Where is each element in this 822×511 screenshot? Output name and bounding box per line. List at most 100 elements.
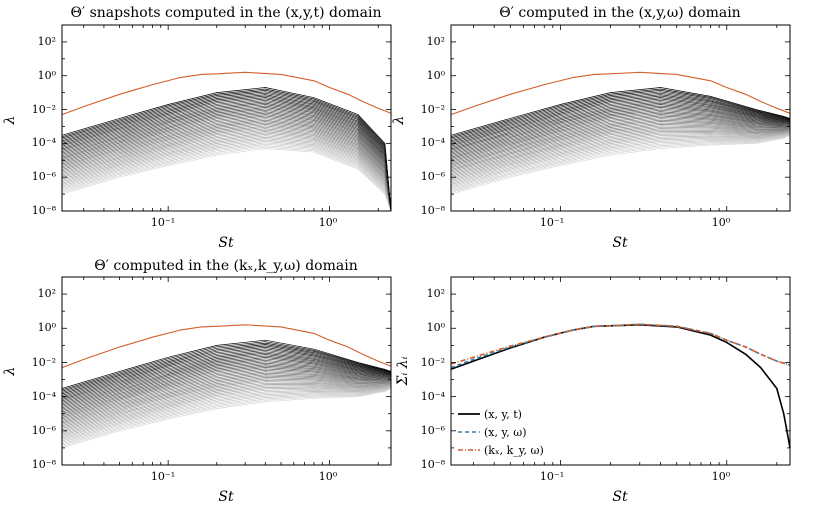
panel-c-mode-line [61, 375, 392, 424]
panel-c-mode-line [61, 383, 392, 432]
panel-a-mode-line [61, 121, 392, 212]
panel-c-xtick-label: 10⁻¹ [151, 470, 175, 483]
panel-b-mode-line [450, 87, 791, 136]
panel-c-mode-line [61, 339, 392, 389]
panel-c-mode-line [61, 344, 392, 393]
panel-c-mode-line [61, 378, 392, 427]
panel-a-ytick-label: 10⁻⁶ [32, 170, 57, 183]
panel-b-leading-mode-line [450, 71, 791, 116]
panel-a-mode-line [61, 143, 392, 212]
panel-a-mode-line [61, 146, 392, 212]
panel-c-mode-line [61, 385, 392, 439]
panel-a-mode-line [61, 125, 392, 212]
panel-a-mode-line [61, 99, 392, 212]
panel-b: Θ′ computed in the (x,y,ω) domain St λ 1… [391, 5, 791, 251]
panel-a-mode-line [61, 112, 392, 212]
panel-a-mode-line [61, 95, 392, 212]
panel-b-mode-line [450, 131, 791, 184]
panel-b-mode-line [450, 115, 791, 163]
panel-c-mode-line [61, 383, 392, 434]
panel-b-mode-line [450, 134, 791, 192]
panel-b-ytick-label: 10⁻⁴ [421, 136, 446, 149]
panel-c-mode-line [61, 377, 392, 425]
panel-c-frame [61, 276, 392, 466]
panel-a-mode-line [61, 131, 392, 212]
panel-b-mode-line [450, 132, 791, 188]
panel-a-mode-line [61, 98, 392, 212]
panel-b-mode-line [450, 116, 791, 165]
panel-c-title: Θ′ computed in the (kₓ,k_y,ω) domain [94, 258, 357, 274]
panel-c-mode-line [61, 371, 392, 420]
panel-c-ylabel: λ [2, 367, 18, 377]
panel-c-mode-line [61, 359, 392, 409]
panel-b-mode-line [450, 125, 791, 173]
panel-a-mode-line [61, 109, 392, 212]
panel-c-mode-line [61, 352, 392, 402]
panel-c-mode-line [61, 351, 392, 400]
panel-a-mode-line [61, 90, 392, 212]
panel-c-mode-line [61, 374, 392, 423]
panel-c-ytick-label: 10⁻² [32, 356, 56, 369]
panel-a-mode-line [61, 97, 392, 212]
panel-b-mode-line [450, 126, 791, 174]
panel-b-mode-line [450, 108, 791, 157]
panel-a-ytick-label: 10⁰ [38, 69, 57, 82]
panel-a-mode-line [61, 132, 392, 212]
panel-b-xtick-label: 10⁻¹ [540, 216, 564, 229]
panel-c-mode-line [61, 349, 392, 399]
legend-label: (kₓ, k_y, ω) [484, 444, 544, 457]
panel-d-ytick-label: 10⁻⁸ [421, 458, 446, 471]
panel-c-mode-line [61, 341, 392, 391]
panel-b-mode-line [450, 104, 791, 153]
panel-a-series [61, 25, 392, 212]
panel-c-mode-line [61, 384, 392, 438]
panel-c-mode-line [61, 386, 392, 442]
panel-b-ytick-label: 10⁰ [427, 69, 446, 82]
panel-c-mode-line [61, 361, 392, 410]
panel-b-mode-line [450, 107, 791, 155]
panel-d-ytick-label: 10⁰ [427, 321, 446, 334]
panel-b-mode-line [450, 98, 791, 147]
panel-a-mode-line [61, 145, 392, 212]
panel-b-mode-line [450, 90, 791, 139]
panel-a-mode-line [61, 91, 392, 212]
panel-a-mode-line [61, 135, 392, 212]
panel-b-mode-line [450, 109, 791, 158]
panel-b-mode-line [450, 102, 791, 151]
panel-b-mode-line [450, 134, 791, 194]
panel-c-ytick-label: 10⁻⁶ [32, 424, 57, 437]
panel-a-mode-line [61, 129, 392, 212]
panel-c-mode-line [61, 368, 392, 417]
panel-a-ytick-label: 10⁻² [32, 103, 56, 116]
panel-d-ytick-label: 10² [427, 287, 445, 300]
panel-c-mode-line [61, 369, 392, 418]
panel-b-mode-line [450, 130, 791, 179]
panel-a-mode-line [61, 88, 392, 212]
panel-c-mode-line [61, 385, 392, 440]
panel-c-ytick-label: 10⁰ [38, 321, 57, 334]
panel-c-leading-mode-line [61, 324, 392, 369]
panel-b-mode-line [450, 131, 791, 183]
panel-c-mode-line [61, 384, 392, 436]
panel-b-ylabel: λ [391, 116, 407, 126]
panel-c-xlabel: St [218, 489, 234, 505]
panel-c-mode-line [61, 362, 392, 411]
panel-a-frame [61, 24, 392, 212]
panel-b-mode-line [450, 129, 791, 177]
panel-a-mode-line [61, 87, 392, 212]
panel-b-ytick-label: 10⁻² [421, 103, 445, 116]
panel-a-ytick-label: 10² [38, 35, 56, 48]
panel-b-mode-line [450, 118, 791, 166]
panel-c-series [61, 277, 392, 466]
panel-b-xlabel: St [612, 235, 628, 251]
panel-b-mode-line [450, 91, 791, 140]
panel-c-mode-line [61, 345, 392, 395]
panel-d-sum-line [450, 323, 791, 369]
panel-c-mode-line [61, 382, 392, 431]
panel-a-mode-line [61, 94, 392, 212]
panel-a-mode-line [61, 104, 392, 212]
panel-a-xtick-label: 10⁻¹ [151, 216, 175, 229]
panel-b-mode-line [450, 99, 791, 148]
panel-a-mode-line [61, 139, 392, 212]
